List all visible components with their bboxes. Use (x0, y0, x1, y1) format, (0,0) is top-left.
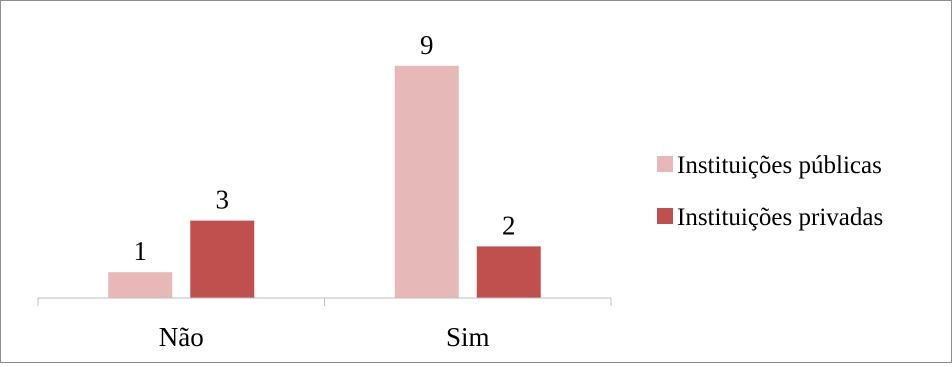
bars-layer (108, 65, 541, 298)
legend-label-1: Instituições privadas (677, 204, 883, 231)
x-tick-label-0: Não (159, 322, 204, 352)
x-axis: Não Sim (37, 297, 612, 352)
legend: Instituições públicas Instituições privad… (657, 152, 883, 231)
data-labels-layer: 1 3 9 2 (134, 30, 516, 266)
bar-0-0 (108, 272, 173, 298)
data-label-0-0: 1 (134, 236, 148, 266)
bar-1-0 (394, 65, 459, 298)
bar-0-1 (190, 220, 255, 298)
bar-1-1 (476, 246, 541, 298)
x-tick-label-1: Sim (446, 322, 490, 352)
data-label-1-1: 2 (502, 210, 516, 240)
legend-swatch-1 (657, 208, 673, 224)
legend-swatch-0 (657, 156, 673, 172)
legend-label-0: Instituições públicas (677, 152, 882, 179)
data-label-0-1: 3 (216, 185, 230, 215)
data-label-1-0: 9 (420, 30, 434, 60)
